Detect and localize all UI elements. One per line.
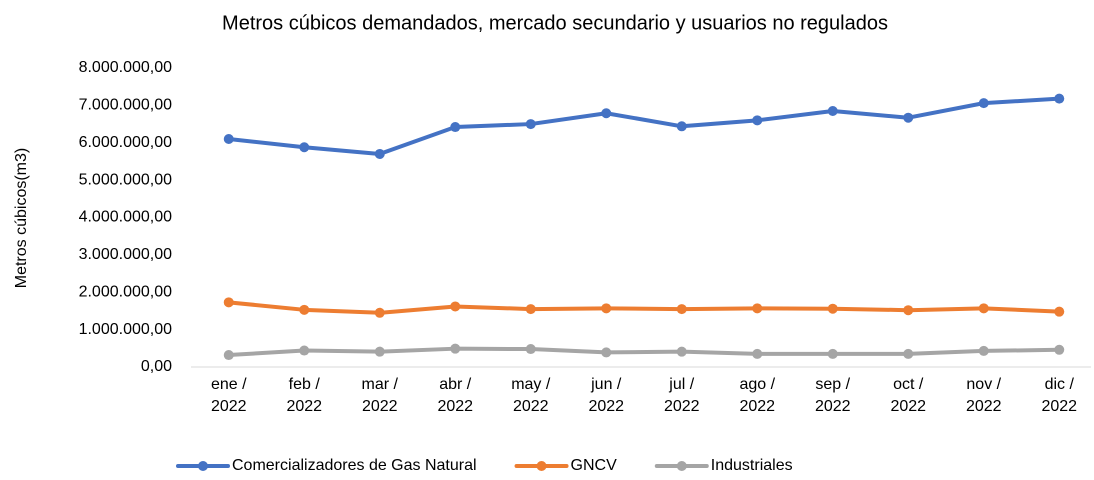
marker (827, 348, 838, 359)
marker (450, 301, 461, 312)
y-tick-label: 1.000.000,00 (79, 321, 173, 338)
marker (1054, 344, 1065, 355)
x-tick-label: abr / 2022 (437, 376, 474, 415)
y-tick-label: 4.000.000,00 (79, 209, 173, 226)
marker (374, 307, 385, 318)
legend-marker (198, 461, 208, 471)
x-tick-label: dic / 2022 (1041, 376, 1078, 415)
marker (827, 303, 838, 314)
x-tick-label: nov / 2022 (965, 376, 1002, 415)
marker (978, 303, 989, 314)
marker (978, 345, 989, 356)
x-tick-label: ago / 2022 (739, 376, 776, 415)
marker (903, 305, 914, 316)
x-tick-label: sep / 2022 (814, 376, 851, 415)
y-tick-label: 2.000.000,00 (79, 283, 173, 300)
marker (299, 142, 310, 153)
marker (903, 348, 914, 359)
x-tick-label: may / 2022 (511, 376, 551, 415)
line (226, 346, 1062, 358)
marker (676, 346, 687, 357)
legend-marker (536, 461, 547, 471)
x-tick-label: feb / 2022 (286, 376, 323, 415)
x-tick-label: ene / 2022 (210, 376, 247, 415)
marker (525, 119, 536, 130)
marker (601, 108, 612, 119)
marker (525, 304, 536, 315)
marker (601, 347, 612, 358)
marker (978, 98, 989, 109)
y-tick-label: 7.000.000,00 (79, 97, 173, 114)
x-tick-label: jun / 2022 (588, 376, 625, 415)
chart-title: Metros cúbicos demandados, mercado secun… (222, 12, 888, 34)
legend-label: GNCV (571, 457, 618, 474)
marker (1054, 306, 1065, 317)
y-tick-label: 5.000.000,00 (79, 171, 173, 188)
marker (525, 344, 536, 355)
marker (374, 148, 385, 159)
marker (223, 134, 234, 145)
marker (299, 345, 310, 356)
marker (601, 303, 612, 314)
marker (450, 122, 461, 133)
x-tick-label: jul / 2022 (663, 376, 700, 415)
marker (374, 346, 385, 357)
y-tick-label: 0,00 (141, 358, 172, 375)
y-axis-label: Metros cúbicos(m3) (13, 148, 30, 288)
marker (676, 304, 687, 315)
line (226, 300, 1062, 315)
legend-marker (676, 461, 687, 471)
marker (752, 115, 763, 126)
marker (450, 343, 461, 354)
marker (827, 105, 838, 116)
marker (223, 297, 234, 308)
marker (223, 350, 234, 361)
y-tick-label: 3.000.000,00 (79, 246, 173, 263)
legend-label: Comercializadores de Gas Natural (232, 457, 477, 474)
line (226, 96, 1062, 156)
marker (903, 112, 914, 123)
marker (752, 303, 763, 314)
marker (676, 121, 687, 132)
legend-label: Industriales (711, 457, 793, 474)
marker (1054, 93, 1065, 104)
y-tick-label: 6.000.000,00 (79, 134, 173, 151)
y-tick-label: 8.000.000,00 (79, 59, 173, 76)
x-tick-label: oct / 2022 (890, 376, 927, 415)
marker (299, 304, 310, 315)
marker (752, 348, 763, 359)
x-tick-label: mar / 2022 (361, 376, 398, 415)
